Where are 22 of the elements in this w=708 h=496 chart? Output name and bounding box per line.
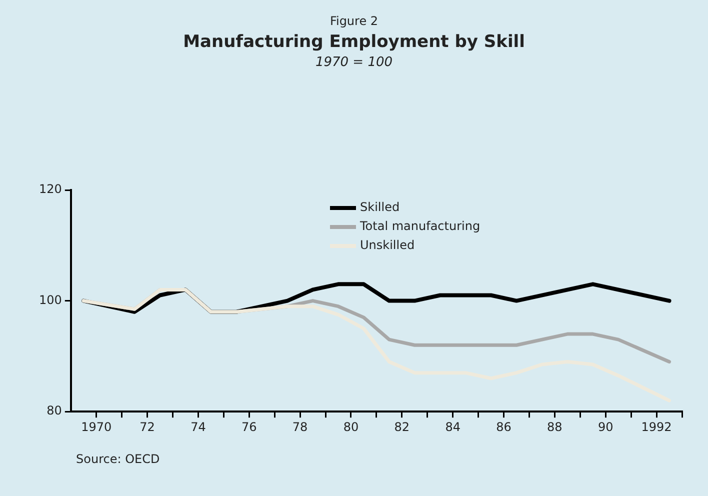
legend-label: Skilled [360,199,400,216]
x-tick-label: 74 [190,420,206,434]
chart-title: Manufacturing Employment by Skill [182,32,526,52]
x-tick-label: 88 [547,420,562,434]
x-tick-label: 86 [496,420,512,434]
x-tick-label: 1992 [641,420,672,434]
y-tick-label: 80 [46,404,62,418]
x-tick-label: 84 [445,420,460,434]
x-tick-label: 76 [242,420,257,434]
x-tick-label: 1970 [81,420,112,434]
x-tick-label: 80 [343,420,359,434]
legend-label: Total manufacturing [360,218,480,235]
y-tick-label: 100 [39,292,62,307]
chart-subtitle: 1970 = 100 [314,55,394,70]
x-tick-label: 82 [394,420,410,434]
legend-label: Unskilled [360,237,415,254]
source-note: Source: OECD [76,452,160,466]
caption: Figure 2 [328,14,380,28]
x-tick-label: 78 [292,420,308,434]
y-tick-label: 120 [39,182,62,196]
x-tick-label: 90 [598,420,614,434]
x-tick-label: 72 [140,420,155,434]
